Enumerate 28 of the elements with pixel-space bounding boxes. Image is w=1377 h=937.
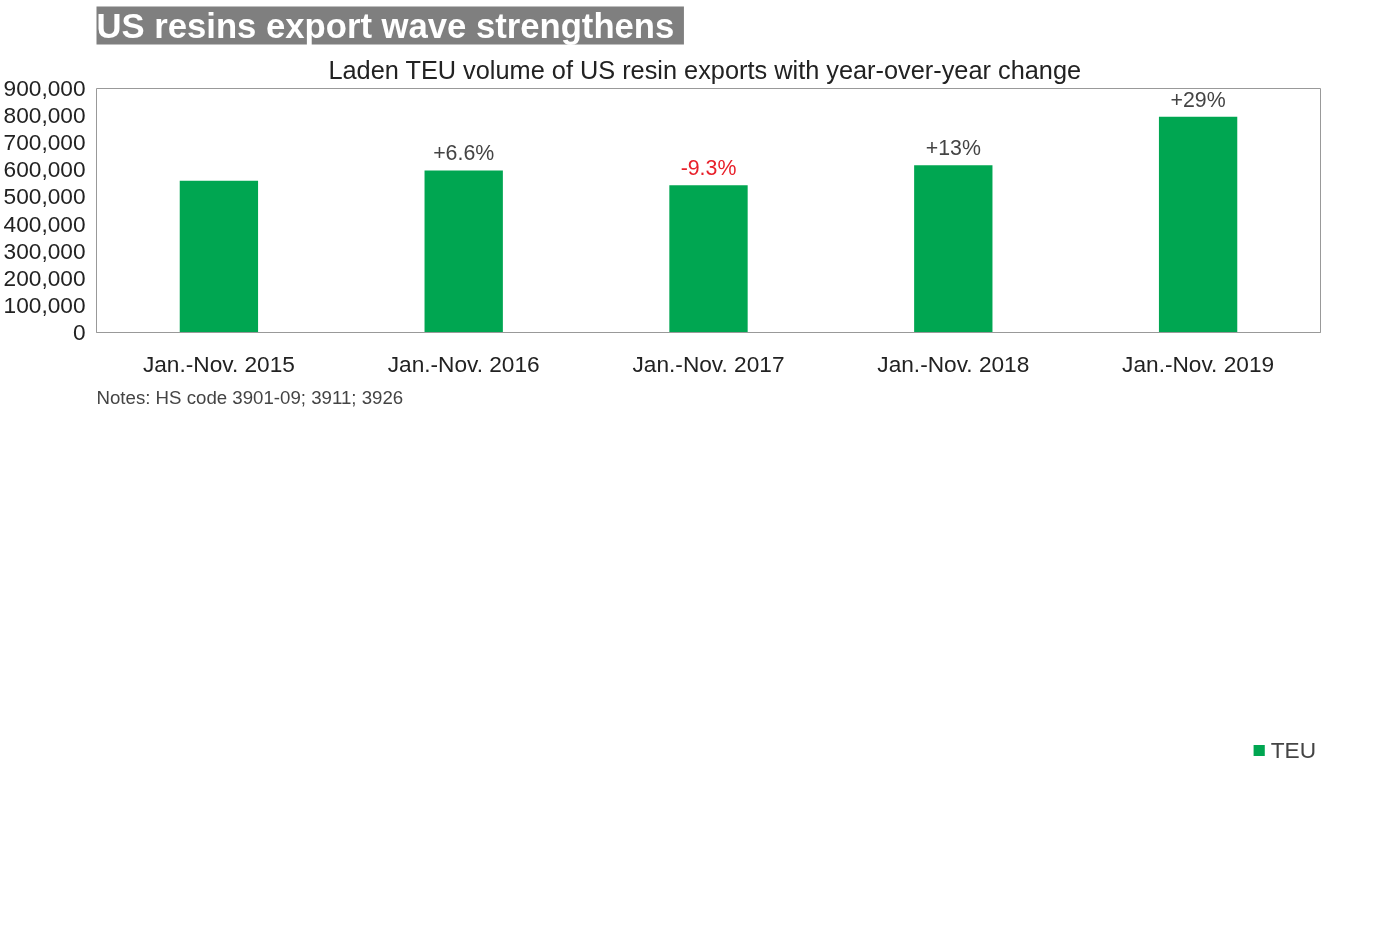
x-tick-label: Jan.-Nov. 2015 bbox=[142, 350, 295, 377]
y-tick-label: 700,000 bbox=[3, 129, 86, 156]
y-tick-label: 0 bbox=[72, 319, 86, 345]
bar bbox=[179, 180, 259, 333]
text: Notes: HS code 3901-09; 3911; 3926 bbox=[96, 386, 404, 408]
y-tick-label: 600,000 bbox=[3, 156, 86, 183]
y-tick-label: 500,000 bbox=[3, 183, 86, 210]
chart-title: US resins export wave strengthens bbox=[96, 6, 675, 45]
y-tick-label: 900,000 bbox=[3, 75, 86, 101]
x-tick-label: Jan.-Nov. 2016 bbox=[387, 350, 540, 377]
y-tick-label: 300,000 bbox=[3, 237, 86, 264]
annotation: +6.6% bbox=[433, 141, 495, 166]
x-tick-label: Jan.-Nov. 2017 bbox=[632, 350, 785, 377]
x-tick-label: Jan.-Nov. 2019 bbox=[1122, 350, 1275, 377]
annotation: +13% bbox=[925, 136, 981, 161]
legend-label: TEU bbox=[1270, 736, 1316, 764]
chart-subtitle: Laden TEU volume of US resin exports with year-over-year change bbox=[328, 55, 1082, 84]
bar bbox=[1158, 116, 1238, 333]
x-tick-label: Jan.-Nov. 2018 bbox=[877, 350, 1030, 377]
y-tick-label: 800,000 bbox=[3, 102, 86, 129]
bar bbox=[424, 170, 503, 333]
bar bbox=[669, 185, 748, 333]
y-tick-label: 400,000 bbox=[3, 210, 86, 237]
annotation: +29% bbox=[1170, 87, 1226, 112]
y-tick-label: 100,000 bbox=[3, 291, 86, 318]
bar bbox=[914, 165, 993, 333]
annotation: -9.3% bbox=[680, 156, 737, 181]
y-tick-label: 200,000 bbox=[3, 264, 86, 291]
